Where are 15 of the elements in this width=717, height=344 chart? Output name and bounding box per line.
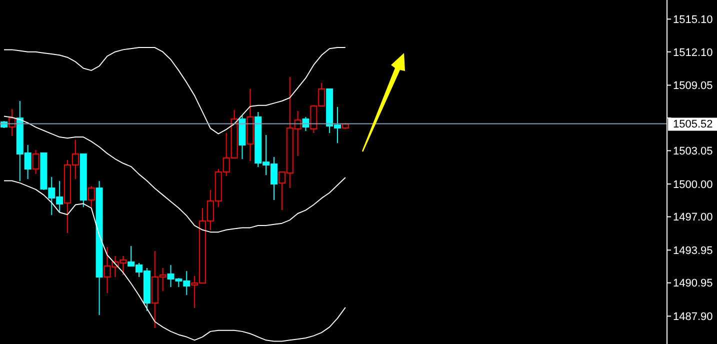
candlestick [96,180,103,316]
y-tick-label: 1497.00 [673,212,713,224]
y-tick-label: 1515.10 [673,14,713,26]
y-tick-label: 1512.10 [673,46,713,59]
line-series [3,116,346,233]
y-tick-label: 1493.95 [673,244,713,257]
y-tick-label: 1509.05 [673,80,713,92]
ref-line-label: 1505.52 [673,118,713,131]
y-tick-label: 1500.00 [673,178,713,191]
line-series [3,180,346,342]
y-tick-label: 1503.05 [673,146,713,158]
y-tick-label: 1490.95 [673,278,713,290]
y-tick-label: 1487.90 [673,311,713,324]
candlestick [246,88,254,162]
line-series [3,47,346,134]
